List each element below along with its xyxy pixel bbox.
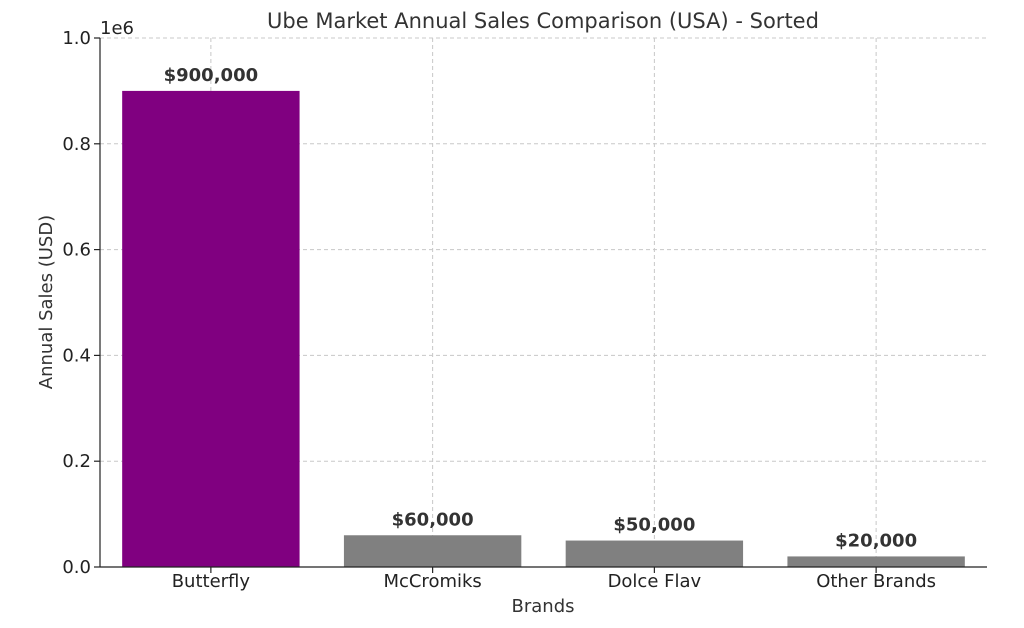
bar-mccromiks	[343, 535, 522, 567]
y-tick-label: 0.8	[62, 134, 91, 155]
bar-value-label: $50,000	[613, 515, 695, 536]
y-tick-label: 0.6	[62, 240, 91, 261]
bar-butterfly	[122, 90, 300, 568]
y-axis-offset-label: 1e6	[100, 18, 134, 39]
x-tick-label: McCromiks	[383, 571, 481, 592]
y-tick-label: 1.0	[62, 28, 91, 49]
bar-dolce-flav	[565, 540, 744, 567]
bars	[122, 90, 965, 568]
bar-value-label: $60,000	[392, 509, 474, 530]
x-tick-label: Butterfly	[172, 571, 251, 592]
y-tick-label: 0.0	[62, 557, 91, 578]
data-labels: $900,000 $60,000 $50,000 $20,000	[164, 65, 918, 552]
y-axis-label: Annual Sales (USD)	[36, 215, 57, 389]
x-axis-label: Brands	[512, 596, 575, 617]
x-tick-label: Other Brands	[816, 571, 936, 592]
x-tick-label: Dolce Flav	[608, 571, 702, 592]
axes	[99, 38, 987, 568]
ticks: 0.0 0.2 0.4 0.6 0.8 1.0 Butterfly McCromiks Dolc…	[62, 28, 936, 592]
bar-value-label: $20,000	[835, 530, 917, 551]
bar-other-brands	[787, 556, 965, 567]
bar-value-label: $900,000	[164, 65, 259, 86]
y-tick-label: 0.4	[62, 345, 91, 366]
y-tick-label: 0.2	[62, 451, 91, 472]
chart-title: Ube Market Annual Sales Comparison (USA)…	[267, 9, 819, 33]
